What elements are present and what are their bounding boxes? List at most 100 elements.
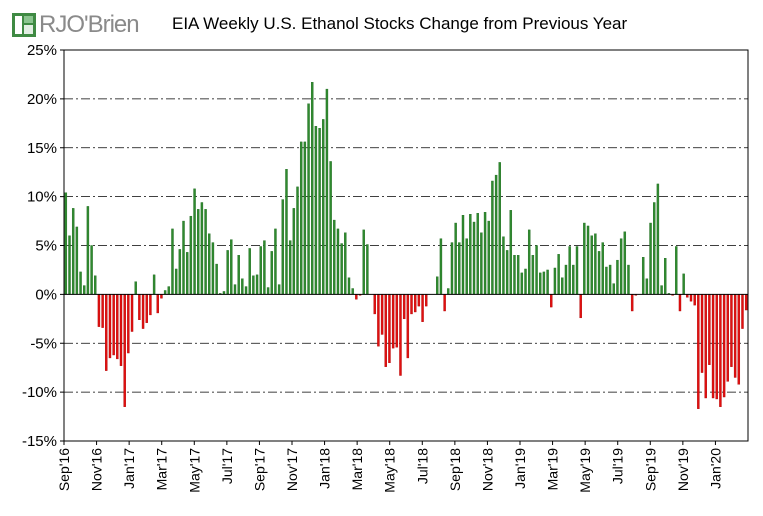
x-tick-label: Mar'19 [545,448,561,491]
bar-positive [627,264,630,295]
bar-positive [564,264,568,295]
bar-positive [189,215,193,295]
bar-negative [380,294,384,335]
bar-positive [623,231,627,295]
bar-negative [355,294,358,300]
y-axis: 25% 20% 15% 10% 5% 0% -5% -10% -15% [22,42,64,450]
bar-positive [230,239,233,295]
bar-positive [362,229,365,295]
bar-positive [461,214,465,295]
x-tick-label: Sep'16 [56,448,72,491]
bar-positive [660,285,663,295]
bar-negative [97,294,101,327]
bar-positive [645,278,649,295]
bar-positive [575,246,579,295]
bar-positive [458,242,461,295]
bar-positive [185,252,189,295]
bar-positive [211,242,215,295]
bar-positive [472,221,476,295]
bar-positive [288,240,292,295]
bar-negative [377,294,380,347]
bar-negative [550,294,553,308]
bar-positive [465,238,468,295]
bar-positive [439,238,443,295]
bar-positive [553,267,557,295]
bar-negative [693,294,696,306]
bar-positive [299,141,303,295]
bar-negative [700,294,704,373]
bar-positive [561,277,564,295]
bar-negative [123,294,126,407]
x-tick-label: Jul'17 [219,448,235,484]
bar-positive [311,82,314,295]
bar-negative [715,294,718,400]
bar-positive [487,220,490,295]
bar-positive [450,242,454,295]
bar-negative [410,294,413,315]
bar-positive [197,209,200,295]
bar-positive [649,222,652,295]
bar-positive [524,268,527,295]
bar-positive [454,222,457,295]
bar-positive [171,228,174,295]
bar-positive [204,209,207,295]
bar-negative [417,294,421,307]
bar-positive [447,288,450,295]
bar-negative [579,294,582,319]
bar-positive [476,213,479,295]
bar-positive [277,284,281,295]
bar-negative [373,294,376,315]
bar-negative [678,294,682,312]
bar-negative [630,294,634,312]
bar-positive [263,240,266,295]
bar-positive [612,283,615,295]
bar-positive [174,268,178,295]
bar-positive [285,169,288,295]
bar-positive [590,235,593,295]
bar-positive [75,226,79,295]
bar-positive [182,220,185,295]
bar-positive [314,126,318,295]
bar-positive [546,269,549,295]
x-tick-label: Jan'19 [512,448,528,489]
bar-positive [531,255,535,295]
bar-negative [388,294,391,364]
bar-negative [697,294,700,409]
bar-positive [318,127,321,295]
bar-negative [101,294,104,328]
bar-positive [480,232,483,295]
bar-negative [733,294,737,378]
bar-negative [395,294,399,348]
bar-positive [322,119,325,295]
bar-positive [483,212,487,295]
bar-negative [744,294,748,311]
bar-positive [527,229,531,295]
x-tick-label: Sep'19 [642,448,658,491]
bar-negative [425,294,428,307]
x-tick-label: May'19 [577,448,593,493]
bar-positive [325,88,329,295]
bar-positive [193,188,196,295]
bar-negative [145,294,148,323]
x-tick-label: Mar'18 [349,448,365,491]
bar-positive [516,255,520,295]
bar-negative [402,294,406,320]
bar-positive [608,264,612,295]
bar-negative [160,294,163,299]
bar-positive [266,287,270,295]
bar-positive [586,225,590,295]
rjo-logo-mark-icon [12,13,36,37]
bar-positive [248,248,251,295]
bar-positive [664,258,667,295]
bar-positive [71,208,75,295]
x-tick-label: Jan'20 [707,448,723,489]
bar-negative [127,294,130,354]
bar-positive [594,233,597,295]
bar-positive [79,271,82,295]
bar-positive [270,251,273,295]
bar-negative [105,294,108,371]
bar-positive [244,286,248,295]
bar-positive [163,290,167,295]
bar-negative [149,294,152,316]
